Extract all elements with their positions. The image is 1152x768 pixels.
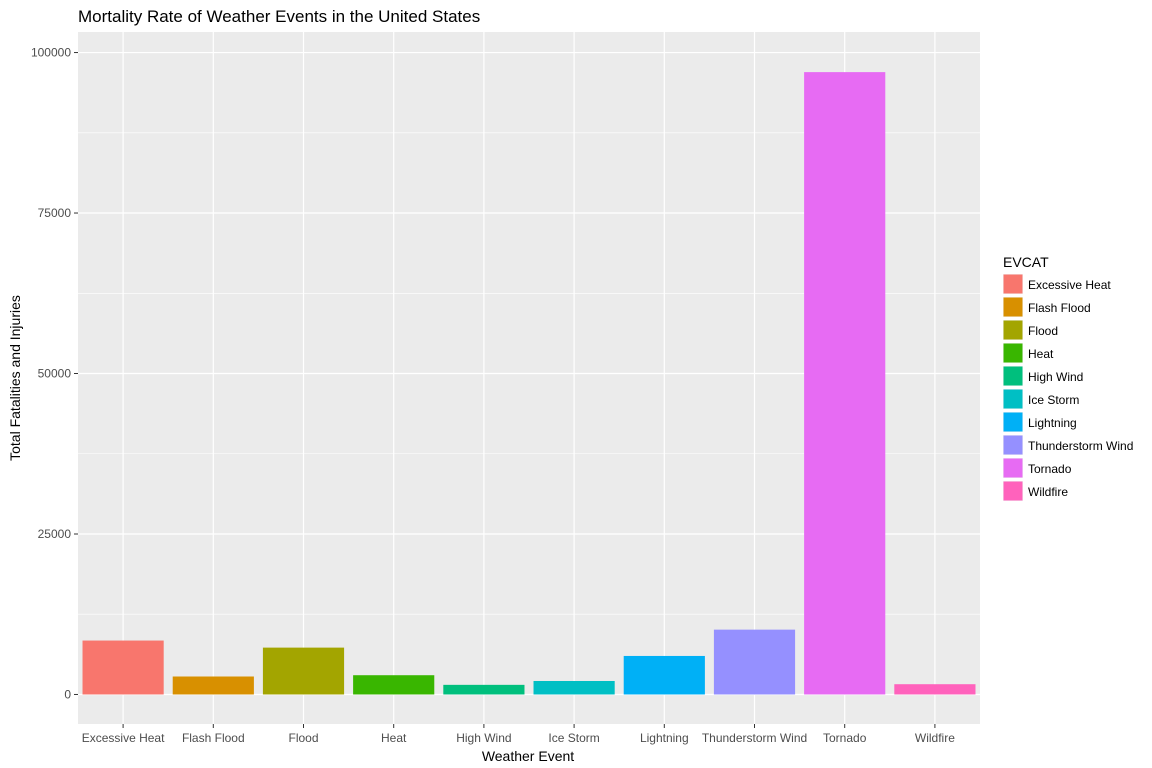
bar-flood [262, 647, 345, 695]
bar-lightning [623, 655, 705, 695]
bar-tornado [804, 72, 886, 695]
x-tick-label: Thunderstorm Wind [702, 731, 807, 745]
x-tick-label: Excessive Heat [82, 731, 165, 745]
legend: EVCAT Excessive Heat Flash Flood Flood Heat… [1003, 254, 1133, 501]
bar-thunderstorm-wind [713, 629, 796, 695]
legend-items: Excessive Heat Flash Flood Flood Heat High W… [1003, 274, 1133, 501]
bar-flash-flood [172, 676, 254, 695]
legend-label: Tornado [1028, 462, 1072, 476]
chart-title: Mortality Rate of Weather Events in the … [78, 7, 480, 26]
y-axis-title: Total Fatalities and Injuries [7, 295, 23, 461]
legend-swatch-wildfire [1003, 481, 1023, 501]
bar-wildfire [894, 684, 976, 695]
y-tick-label: 0 [64, 687, 71, 701]
x-tick-label: Flood [288, 731, 318, 745]
bar-heat [353, 675, 435, 695]
legend-label: Ice Storm [1028, 393, 1079, 407]
legend-swatch-high-wind [1003, 366, 1023, 386]
legend-label: Thunderstorm Wind [1028, 439, 1133, 453]
x-tick-label: Ice Storm [548, 731, 599, 745]
legend-swatch-ice-storm [1003, 389, 1023, 409]
legend-label: Flash Flood [1028, 301, 1091, 315]
x-tick-label: Tornado [823, 731, 867, 745]
x-tick-label: Heat [381, 731, 407, 745]
major-gridlines [78, 32, 980, 724]
bars [82, 72, 976, 695]
legend-swatch-heat [1003, 343, 1023, 363]
legend-swatch-flood [1003, 320, 1023, 340]
x-axis-title: Weather Event [482, 748, 574, 764]
legend-label: Flood [1028, 324, 1058, 338]
legend-label: Excessive Heat [1028, 278, 1111, 292]
legend-swatch-tornado [1003, 458, 1023, 478]
bar-ice-storm [533, 680, 615, 695]
legend-label: Wildfire [1028, 485, 1068, 499]
legend-swatch-flash-flood [1003, 297, 1023, 317]
y-tick-label: 50000 [38, 367, 72, 381]
legend-swatch-thunderstorm-wind [1003, 435, 1023, 455]
legend-title: EVCAT [1003, 254, 1049, 270]
y-tick-label: 25000 [38, 527, 72, 541]
legend-swatch-excessive-heat [1003, 274, 1023, 294]
x-tick-label: Flash Flood [182, 731, 245, 745]
y-axis-ticks: 0 25000 50000 75000 100000 [31, 46, 78, 701]
legend-label: Lightning [1028, 416, 1077, 430]
bar-high-wind [443, 684, 525, 695]
legend-label: Heat [1028, 347, 1054, 361]
y-tick-label: 75000 [38, 206, 72, 220]
legend-swatch-lightning [1003, 412, 1023, 432]
x-tick-label: High Wind [456, 731, 511, 745]
y-tick-label: 100000 [31, 46, 71, 60]
x-tick-label: Lightning [640, 731, 689, 745]
bar-excessive-heat [82, 640, 164, 695]
x-tick-label: Wildfire [915, 731, 955, 745]
legend-label: High Wind [1028, 370, 1083, 384]
x-axis-ticks: Excessive Heat Flash Flood Flood Heat High W… [82, 724, 955, 745]
